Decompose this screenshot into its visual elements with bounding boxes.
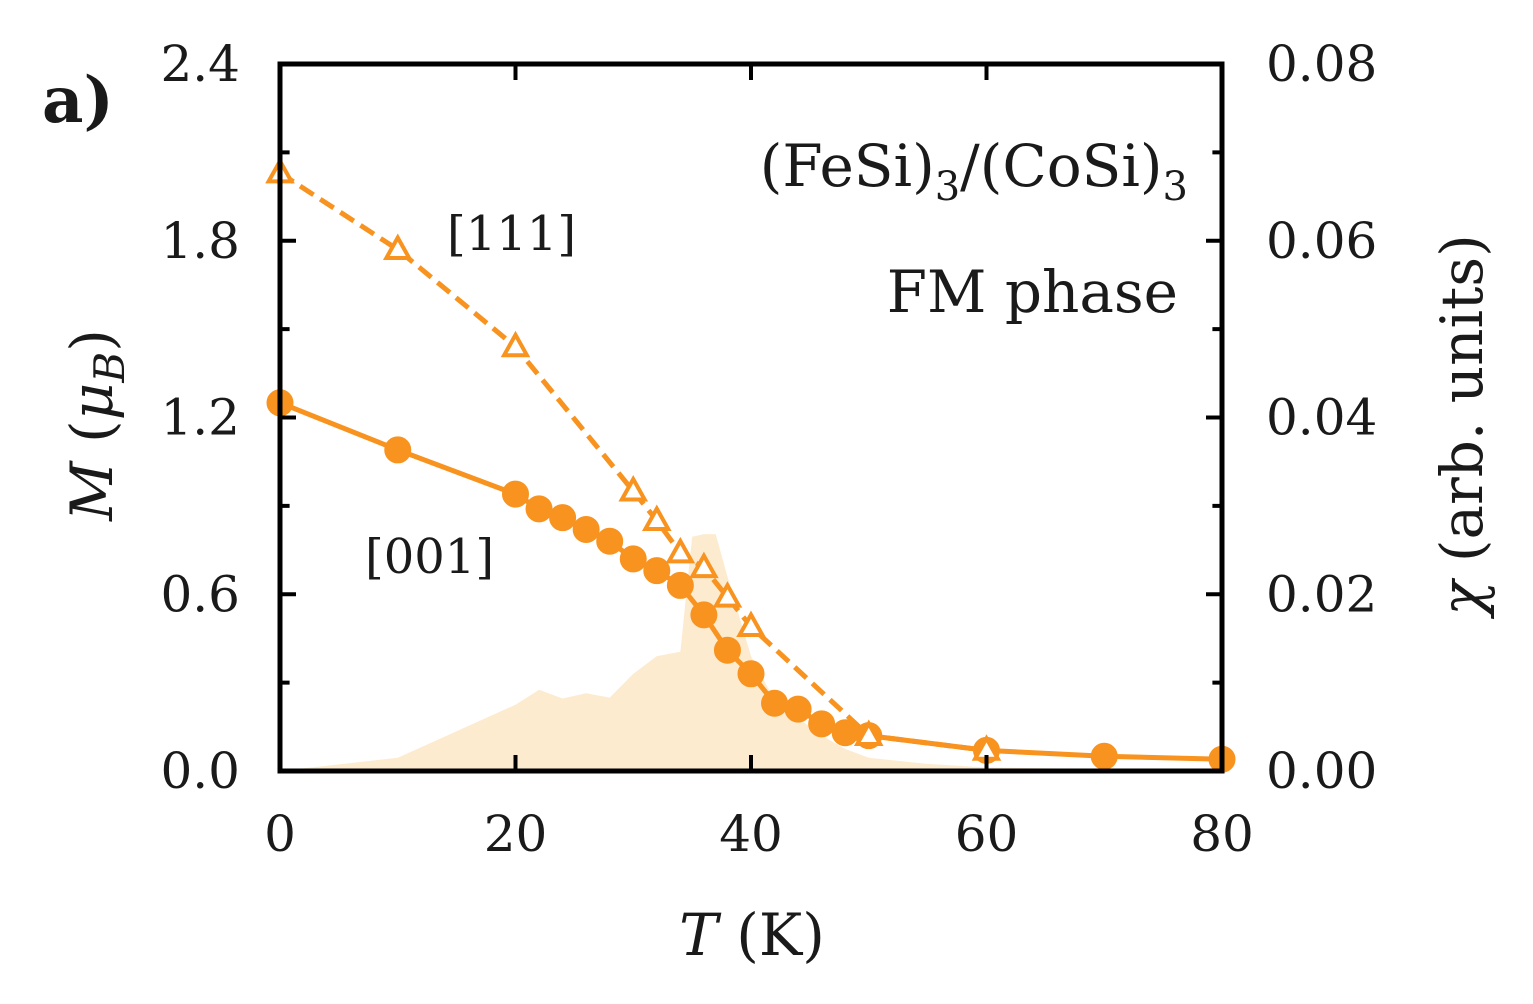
- data-point: [619, 545, 647, 573]
- y-tick-label: 2.4: [160, 35, 240, 93]
- y-tick-label: 0.0: [160, 742, 240, 800]
- data-point: [641, 504, 672, 532]
- y2-tick-label: 0.06: [1266, 212, 1377, 270]
- x-tick-label: 40: [719, 805, 783, 863]
- y-tick-label: 1.2: [160, 389, 240, 447]
- system-annotation: (FeSi)3/(CoSi)3: [760, 132, 1188, 210]
- data-point: [690, 601, 718, 629]
- y2-tick-labels: 0.00 0.02 0.04 0.06 0.08: [1266, 35, 1377, 800]
- x-tick-labels: 0 20 40 60 80: [264, 805, 1254, 863]
- data-point: [500, 330, 531, 358]
- x-tick-label: 60: [955, 805, 1019, 863]
- data-point: [712, 581, 743, 608]
- data-point: [502, 480, 529, 508]
- data-point: [1090, 742, 1118, 770]
- data-point: [689, 551, 719, 579]
- data-point: [384, 436, 412, 464]
- x-tick-label: 20: [484, 805, 548, 863]
- y-tick-label: 0.6: [160, 565, 240, 623]
- data-point: [853, 719, 884, 747]
- data-point: [737, 660, 765, 688]
- x-tick-label: 0: [264, 805, 296, 863]
- data-point: [382, 233, 413, 260]
- y2-tick-label: 0.04: [1266, 389, 1377, 447]
- data-point: [713, 636, 741, 664]
- data-point: [572, 515, 600, 543]
- data-point: [808, 710, 836, 738]
- series-label-111: [111]: [447, 206, 576, 262]
- y-tick-labels: 0.0 0.6 1.2 1.8 2.4: [160, 35, 240, 800]
- x-tick-label: 80: [1190, 805, 1254, 863]
- susceptibility-area: [280, 534, 1222, 771]
- y-axis-title: M (μB): [58, 329, 134, 522]
- data-point: [596, 527, 624, 555]
- panel-label: a): [42, 63, 114, 138]
- axis-ticks: [278, 62, 1224, 773]
- data-point: [761, 689, 789, 717]
- y-tick-label: 1.8: [160, 212, 240, 270]
- data-point: [665, 536, 696, 564]
- y2-tick-label: 0.02: [1266, 565, 1377, 623]
- data-point: [784, 695, 812, 723]
- series-111: [265, 156, 1002, 761]
- y2-axis-title: χ (arb. units): [1428, 234, 1496, 620]
- data-point: [736, 610, 766, 638]
- y2-tick-label: 0.00: [1266, 742, 1377, 800]
- x-axis-title: T (K): [679, 901, 825, 969]
- data-point: [549, 504, 577, 532]
- data-point: [618, 475, 649, 502]
- data-point: [643, 557, 671, 585]
- series-label-001: [001]: [365, 529, 494, 585]
- data-point: [525, 495, 553, 523]
- y2-tick-label: 0.08: [1266, 35, 1377, 93]
- phase-annotation: FM phase: [887, 258, 1178, 326]
- data-point: [666, 571, 694, 599]
